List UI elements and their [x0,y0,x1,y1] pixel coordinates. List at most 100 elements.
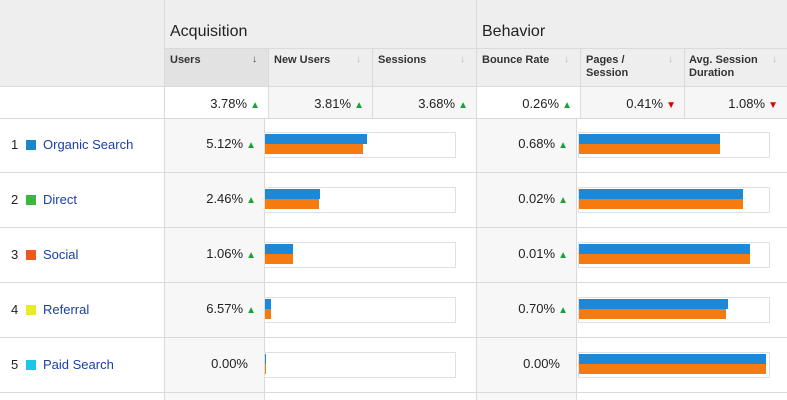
arrow-up-icon: ▲ [558,250,568,261]
divider [0,86,787,87]
column-header-label: Users [170,54,201,66]
bounce-rate-value: 0.01% [518,246,556,261]
sort-icon[interactable]: ↓ [668,54,673,65]
group-title-behavior: Behavior [482,23,546,40]
bounce-rate-value-cell: 0.70% ▲ [476,301,568,316]
column-header-label: Bounce Rate [482,54,550,66]
total-bounce-rate-value: 0.26% [522,96,560,111]
total-users-value: 3.78% [210,96,248,111]
users-value: 5.12% [206,136,244,151]
row-label-link[interactable]: Paid Search [43,357,114,372]
totals-pages-cell [580,86,684,118]
column-header-users[interactable]: Users ↓ [164,48,268,86]
sort-icon[interactable]: ↓ [772,54,777,65]
divider [476,0,477,400]
divider [684,48,685,118]
new-users-bar [265,199,319,209]
row-index: 1 [11,137,19,152]
divider [372,48,373,118]
behavior-bar-b [579,364,767,374]
users-bar [265,354,266,364]
sort-icon[interactable]: ↓ [564,54,569,65]
total-avg-session-value: 1.08% [728,96,766,111]
column-header-bounce-rate[interactable]: Bounce Rate ↓ [476,48,580,86]
arrow-up-icon: ▲ [246,250,256,261]
totals-row-left-blank [0,86,164,118]
totals-bounce-cell [476,86,580,118]
new-users-bar [265,254,294,264]
bounce-rate-value: 0.70% [518,301,556,316]
column-header-avg-session-duration[interactable]: Avg. Session Duration ↓ [684,48,787,86]
legend-swatch [26,360,36,370]
sort-icon[interactable]: ↓ [356,54,361,65]
column-header-sessions[interactable]: Sessions ↓ [372,48,476,86]
total-pages-session: 0.41% ▼ [580,96,676,111]
divider [164,48,787,49]
totals-duration-cell [684,86,787,118]
behavior-bar-a [579,189,743,199]
row-label-link[interactable]: Direct [43,192,77,207]
arrow-down-icon: ▼ [666,100,676,111]
bounce-rate-value: 0.02% [518,191,556,206]
new-users-bar [265,364,266,374]
users-bar [265,299,271,309]
row-index: 2 [11,192,19,207]
column-header-label: Sessions [378,54,427,66]
header-background [0,0,787,86]
row-label-link[interactable]: Organic Search [43,137,134,152]
total-pages-session-value: 0.41% [626,96,664,111]
behavior-bar-b [579,199,743,209]
users-value-cell: 1.06% ▲ [164,246,256,261]
behavior-bar-b [579,144,720,154]
bounce-rate-value-cell: 0.02% ▲ [476,191,568,206]
row-index: 5 [11,357,19,372]
users-value-cell: 5.12% ▲ [164,136,256,151]
new-users-bar [265,144,363,154]
behavior-bar-a [579,134,720,144]
behavior-bar-a [579,299,728,309]
arrow-up-icon: ▲ [558,305,568,316]
total-avg-session-duration: 1.08% ▼ [684,96,778,111]
behavior-bar-a [579,244,751,254]
bounce-rate-value-cell: 0.00% [476,356,560,371]
row-label-link[interactable]: Referral [43,302,90,317]
sort-desc-icon[interactable]: ↓ [252,54,257,65]
row-label-link[interactable]: Social [43,247,79,262]
arrow-up-icon: ▲ [246,195,256,206]
column-header-pages-session[interactable]: Pages / Session ↓ [580,48,684,86]
users-value-cell: 6.57% ▲ [164,301,256,316]
divider [0,282,787,283]
users-value-cell: 0.00% [164,356,248,371]
column-header-label: Pages / Session [586,54,629,79]
divider [268,48,269,118]
legend-swatch [26,140,36,150]
legend-swatch [26,195,36,205]
acquisition-bar-frame [264,297,456,323]
new-users-bar [265,309,271,319]
bounce-rate-value-cell: 0.68% ▲ [476,136,568,151]
column-header-label: New Users [274,54,331,66]
column-header-new-users[interactable]: New Users ↓ [268,48,372,86]
column-header-label: Avg. Session Duration [689,54,758,79]
sort-icon[interactable]: ↓ [460,54,465,65]
total-bounce-rate: 0.26% ▲ [476,96,572,111]
totals-sessions-cell [372,86,476,118]
acquisition-bar-frame [264,242,456,268]
divider [164,0,165,400]
arrow-up-icon: ▲ [558,195,568,206]
users-column-body [164,118,264,400]
behavior-bar-b [579,309,726,319]
users-value: 1.06% [206,246,244,261]
users-value: 0.00% [211,356,248,371]
legend-swatch [26,305,36,315]
arrow-up-icon: ▲ [246,305,256,316]
divider [576,118,577,400]
totals-newusers-cell [268,86,372,118]
acquisition-bar-frame [264,352,456,378]
arrow-up-icon: ▲ [458,100,468,111]
total-new-users: 3.81% ▲ [268,96,364,111]
users-value-cell: 2.46% ▲ [164,191,256,206]
arrow-up-icon: ▲ [562,100,572,111]
divider [0,337,787,338]
total-users: 3.78% ▲ [164,96,260,111]
